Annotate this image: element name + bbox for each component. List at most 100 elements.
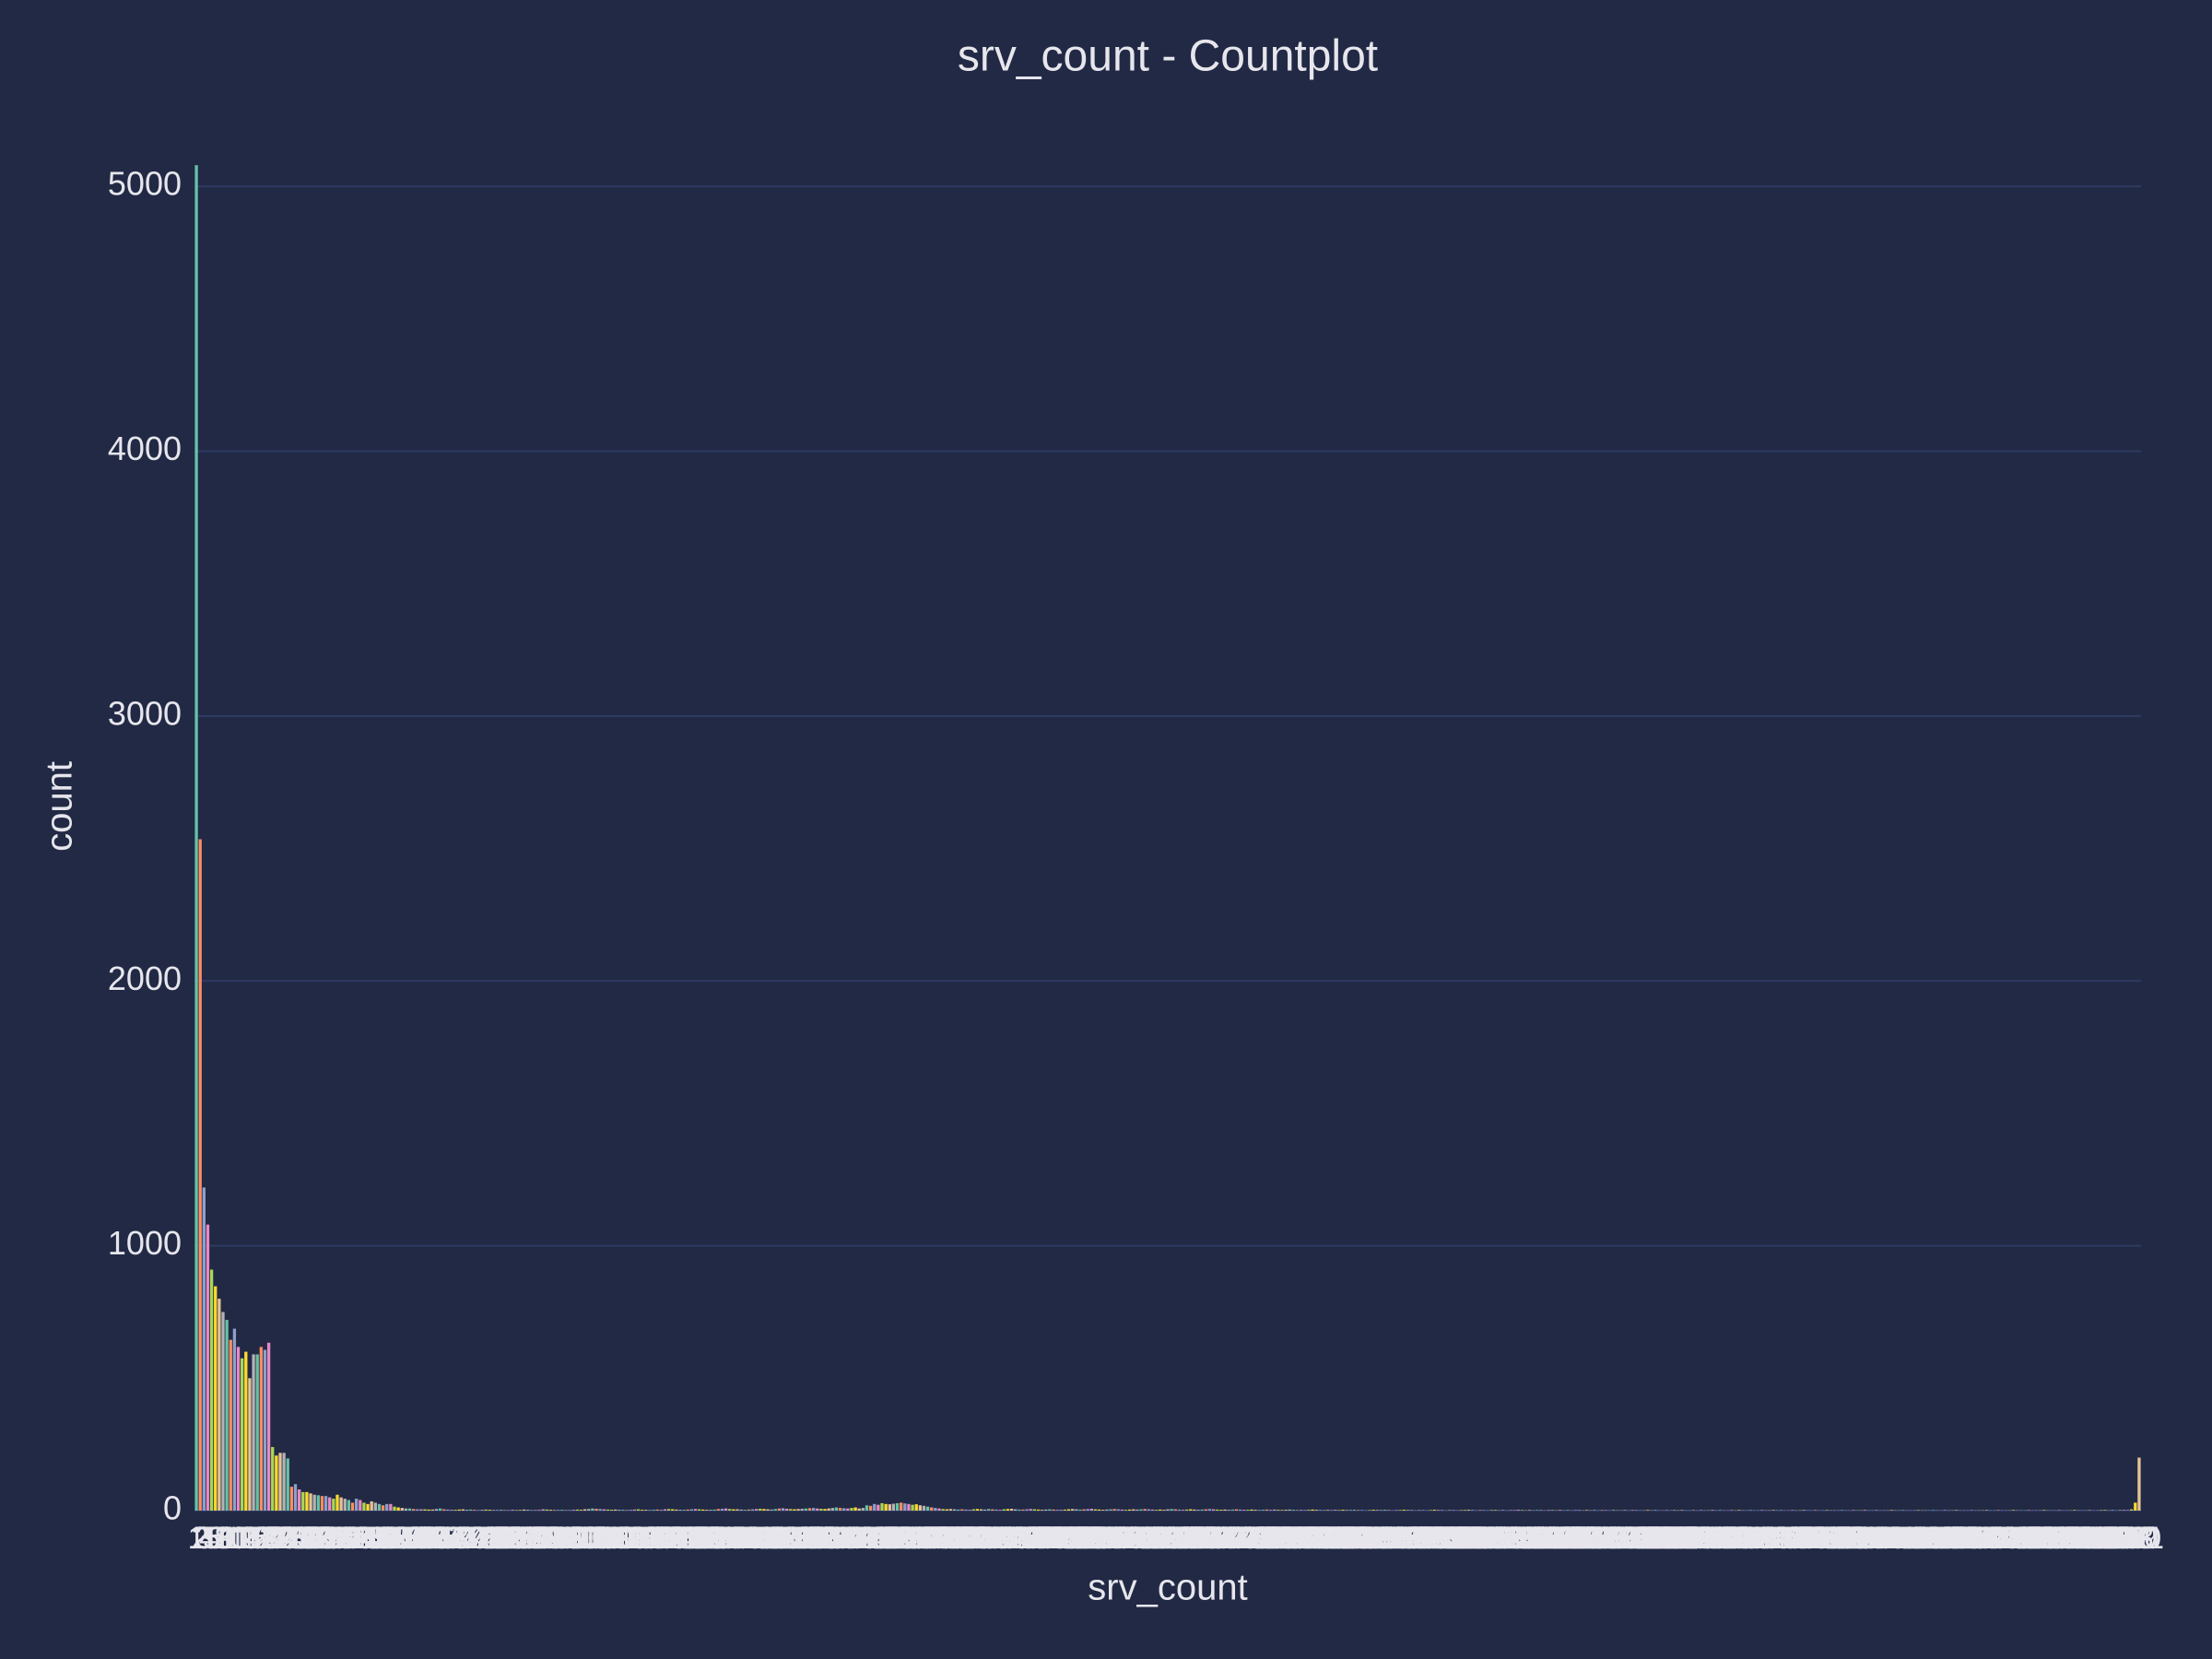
- x-tick-label: 477: [1983, 1521, 2036, 1556]
- bar: [1078, 1509, 1082, 1511]
- x-tick-label: 348: [1492, 1521, 1545, 1556]
- bar: [705, 1510, 709, 1511]
- x-tick-label: 240: [1081, 1521, 1134, 1556]
- x-tick-label: 87: [507, 1521, 542, 1556]
- x-tick-label: 58: [396, 1521, 431, 1556]
- x-tick-label: 307: [1335, 1521, 1388, 1556]
- x-tick-label: 108: [578, 1521, 630, 1556]
- x-tick-label: 350: [1500, 1521, 1552, 1556]
- x-tick-label: 383: [1626, 1521, 1678, 1556]
- x-tick-label: 112: [594, 1521, 644, 1556]
- x-tick-label: 343: [1473, 1521, 1525, 1556]
- x-tick-label: 53: [377, 1521, 412, 1556]
- x-tick-label: 235: [1062, 1521, 1114, 1556]
- bar: [1802, 1510, 1806, 1511]
- bar: [477, 1510, 480, 1511]
- bar: [877, 1504, 880, 1511]
- bar: [811, 1508, 816, 1511]
- bar: [1691, 1510, 1696, 1511]
- x-tick-label: 82: [488, 1521, 523, 1556]
- x-tick-label: 302: [1317, 1521, 1370, 1556]
- bar: [1584, 1510, 1589, 1511]
- bar: [1943, 1510, 1947, 1511]
- bar: [442, 1509, 446, 1511]
- x-tick-label: 276: [1218, 1521, 1270, 1556]
- bar: [1211, 1509, 1216, 1511]
- bar: [804, 1508, 808, 1511]
- x-tick-label: 349: [1496, 1521, 1548, 1556]
- x-tick-label: 333: [1435, 1521, 1488, 1556]
- x-tick-label: 86: [502, 1521, 537, 1556]
- bar: [491, 1510, 496, 1511]
- bar: [614, 1509, 618, 1511]
- x-tick-label: 75: [461, 1521, 496, 1556]
- bar: [1852, 1510, 1855, 1511]
- x-tick-label: 287: [1260, 1521, 1312, 1556]
- bar: [823, 1509, 827, 1511]
- x-tick-label: 177: [841, 1521, 893, 1556]
- bar: [430, 1509, 434, 1511]
- x-tick-label: 379: [1610, 1521, 1663, 1556]
- x-tick-label: 506: [2094, 1521, 2147, 1556]
- x-tick-label: 212: [974, 1521, 1027, 1556]
- x-tick-label: 7: [210, 1521, 228, 1556]
- x-tick-label: 248: [1112, 1521, 1164, 1556]
- bar: [1634, 1510, 1639, 1511]
- x-tick-label: 68: [434, 1521, 469, 1556]
- x-tick-label: 10: [213, 1521, 248, 1556]
- x-tick-label: 460: [1919, 1521, 1971, 1556]
- x-tick-label: 30: [289, 1521, 324, 1556]
- bar: [2118, 1510, 2122, 1511]
- x-tick-label: 256: [1142, 1521, 1194, 1556]
- x-tick-label: 268: [1187, 1521, 1240, 1556]
- x-tick-label: 260: [1157, 1521, 1209, 1556]
- x-tick-label: 249: [1115, 1521, 1168, 1556]
- bar: [1032, 1509, 1036, 1511]
- bar: [1025, 1509, 1029, 1511]
- x-tick-label: 207: [955, 1521, 1007, 1556]
- x-tick-label: 382: [1621, 1521, 1674, 1556]
- bar: [1334, 1510, 1337, 1511]
- bar: [241, 1358, 244, 1511]
- x-tick-label: 391: [1656, 1521, 1709, 1556]
- bar: [206, 1224, 210, 1511]
- bar: [1154, 1510, 1159, 1511]
- x-tick-label: 314: [1362, 1521, 1415, 1556]
- x-tick-label: 50: [366, 1521, 401, 1556]
- bar: [709, 1510, 712, 1511]
- x-tick-label: 375: [1594, 1521, 1647, 1556]
- x-tick-label: 312: [1355, 1521, 1407, 1556]
- bar: [1611, 1510, 1616, 1511]
- x-tick-label: 237: [1069, 1521, 1122, 1556]
- bar: [1257, 1510, 1261, 1511]
- x-tick-label: 313: [1359, 1521, 1411, 1556]
- x-tick-label: 257: [1146, 1521, 1198, 1556]
- x-tick-label: 369: [1572, 1521, 1625, 1556]
- x-tick-label: 435: [1823, 1521, 1876, 1556]
- bar: [1006, 1509, 1010, 1511]
- bar: [900, 1502, 903, 1511]
- bar: [1075, 1509, 1078, 1511]
- x-tick-label: 99: [552, 1521, 587, 1556]
- bar: [419, 1509, 423, 1511]
- x-tick-label: 76: [465, 1521, 500, 1556]
- x-tick-label: 367: [1564, 1521, 1617, 1556]
- bar: [560, 1510, 564, 1511]
- bar: [1371, 1510, 1375, 1511]
- bar: [248, 1378, 252, 1511]
- x-tick-label: 146: [723, 1521, 775, 1556]
- bar: [1265, 1509, 1269, 1511]
- bar: [309, 1493, 312, 1511]
- x-tick-label: 157: [764, 1521, 817, 1556]
- x-tick-label: 480: [1994, 1521, 2047, 1556]
- bar: [214, 1286, 218, 1511]
- x-tick-label: 239: [1077, 1521, 1129, 1556]
- bar: [781, 1508, 785, 1511]
- x-tick-label: 385: [1633, 1521, 1686, 1556]
- x-tick-label: 42: [335, 1521, 371, 1556]
- x-tick-label: 47: [354, 1521, 389, 1556]
- x-tick-label: 74: [457, 1521, 492, 1556]
- bar: [621, 1510, 625, 1511]
- x-tick-label: 137: [688, 1521, 741, 1556]
- x-tick-label: 473: [1969, 1521, 2021, 1556]
